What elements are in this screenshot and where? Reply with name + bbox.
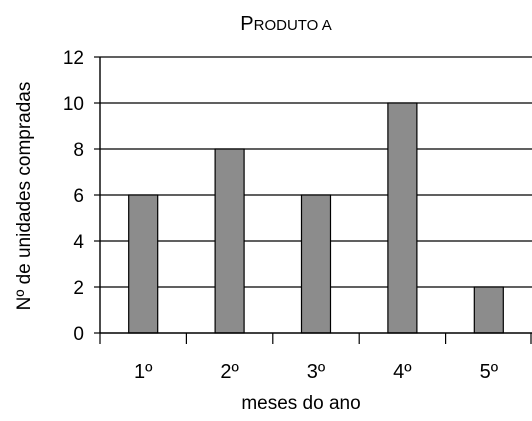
x-tick-labels: 1º 2º 3º 4º 5º xyxy=(134,361,499,383)
bar xyxy=(473,286,504,334)
bar xyxy=(387,102,418,334)
chart-title: PRODUTO A xyxy=(240,13,331,35)
y-tick-label: 0 xyxy=(73,324,84,345)
y-tick-label: 2 xyxy=(73,278,84,299)
y-tick-labels: 0 2 4 6 8 10 12 xyxy=(63,48,85,345)
x-tick-label: 2º xyxy=(220,361,239,383)
axes xyxy=(94,56,532,344)
x-tick-label: 4º xyxy=(393,361,412,383)
x-tick-label: 3º xyxy=(307,361,326,383)
x-tick-label: 1º xyxy=(134,361,153,383)
y-tick-label: 10 xyxy=(63,94,84,115)
x-tick-label: 5º xyxy=(480,361,499,383)
bars xyxy=(128,102,504,334)
x-axis-label: meses do ano xyxy=(241,393,360,414)
y-tick-label: 6 xyxy=(73,186,84,207)
bar xyxy=(128,194,159,334)
y-axis-label: Nº de unidades compradas xyxy=(14,82,35,311)
bar xyxy=(300,194,332,334)
y-tick-label: 4 xyxy=(73,232,84,253)
y-tick-label: 12 xyxy=(63,48,84,69)
y-tick-label: 8 xyxy=(73,140,84,161)
bar xyxy=(214,148,245,334)
